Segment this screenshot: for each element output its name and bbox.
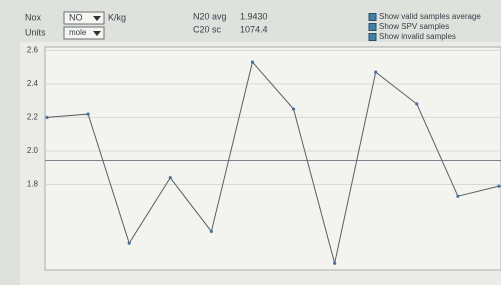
sc-label: C20 sc (193, 24, 222, 34)
checkbox[interactable] (369, 24, 376, 31)
y-tick-label: 2.4 (27, 79, 39, 88)
nox-label: Nox (25, 12, 42, 22)
page: {"controls": {"nox_label": "Nox", "nox_v… (0, 0, 501, 285)
data-point (374, 71, 377, 74)
sc-value: 1074.4 (240, 24, 268, 34)
y-tick-label: 2.2 (27, 113, 39, 122)
y-tick-label: 2.6 (27, 45, 39, 54)
checkbox[interactable] (369, 14, 376, 21)
units-value: mole (69, 28, 87, 37)
nox-value: NO (69, 12, 83, 22)
screen: Nox NO K/kg Units mole N20 avg 1.9430 C2… (0, 0, 501, 285)
checkbox-label: Show invalid samples (379, 32, 456, 41)
data-point (128, 242, 131, 245)
data-point (169, 176, 172, 179)
data-point (210, 230, 213, 233)
data-point (292, 107, 295, 110)
plot-area (45, 47, 501, 270)
checkbox[interactable] (369, 34, 376, 41)
checkbox-label: Show valid samples average (379, 12, 481, 21)
data-point (86, 112, 89, 115)
data-point (456, 195, 459, 198)
y-tick-label: 2.0 (27, 146, 39, 155)
units-label: Units (25, 27, 46, 37)
data-point (497, 185, 500, 188)
nox-unit: K/kg (108, 12, 126, 22)
avg-value: 1.9430 (240, 11, 268, 21)
data-point (251, 60, 254, 63)
y-tick-label: 1.8 (27, 180, 39, 189)
data-point (415, 102, 418, 105)
checkbox-label: Show SPV samples (379, 22, 449, 31)
data-point (45, 116, 48, 119)
data-point (333, 262, 336, 265)
avg-label: N20 avg (193, 11, 227, 21)
